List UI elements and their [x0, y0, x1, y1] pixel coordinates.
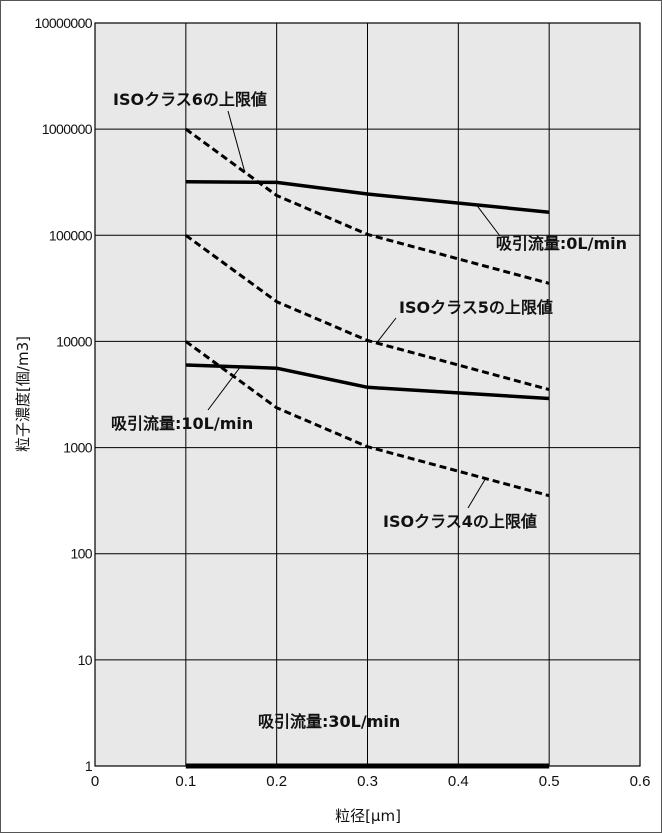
y-tick-label: 100 [70, 546, 92, 562]
annotation-leader [207, 366, 241, 411]
y-tick-label: 1000 [63, 440, 93, 456]
series-label: ISOクラス4の上限値 [383, 512, 537, 531]
y-tick-label: 10 [78, 652, 93, 668]
annotation-leader [467, 478, 487, 509]
x-tick-label: 0.6 [630, 773, 651, 790]
series-line-2 [184, 340, 550, 498]
series-label: ISOクラス6の上限値 [113, 90, 267, 109]
y-tick-label: 1 [85, 758, 93, 774]
x-tick-label: 0.2 [266, 773, 287, 790]
series-line-4 [185, 363, 550, 401]
annotation-leader [227, 110, 246, 173]
tick-labels: 0 0.1 0.2 0.3 0.4 0.5 0.6 1 10 100 1000 10000 100000… [35, 15, 651, 790]
y-axis-title: 粒子濃度[個/m3] [14, 336, 32, 452]
series-label: 吸引流量:10L/min [111, 414, 253, 433]
x-tick-label: 0.3 [357, 773, 378, 790]
series-line-3 [185, 179, 550, 214]
annotations: ISOクラス6の上限値 ISOクラス5の上限値 ISOクラス4の上限値 吸引流量:0L… [111, 90, 627, 731]
x-tick-label: 0.4 [448, 773, 469, 790]
y-tick-label: 1000000 [42, 121, 93, 137]
series-lines [184, 127, 550, 769]
y-tick-label: 100000 [49, 227, 93, 243]
series-label: 吸引流量:30L/min [258, 712, 400, 731]
series-line-0 [184, 127, 550, 285]
y-tick-label: 10000 [56, 333, 93, 349]
x-tick-label: 0.5 [539, 773, 560, 790]
series-label: 吸引流量:0L/min [496, 234, 627, 253]
x-axis-title: 粒径[μm] [335, 807, 401, 825]
annotation-leader [476, 204, 501, 237]
x-tick-label: 0 [91, 773, 99, 790]
series-label: ISOクラス5の上限値 [399, 298, 553, 317]
x-tick-label: 0.1 [175, 773, 196, 790]
series-line-1 [184, 234, 550, 392]
y-tick-label: 10000000 [35, 15, 93, 31]
annotation-leader [376, 317, 397, 344]
